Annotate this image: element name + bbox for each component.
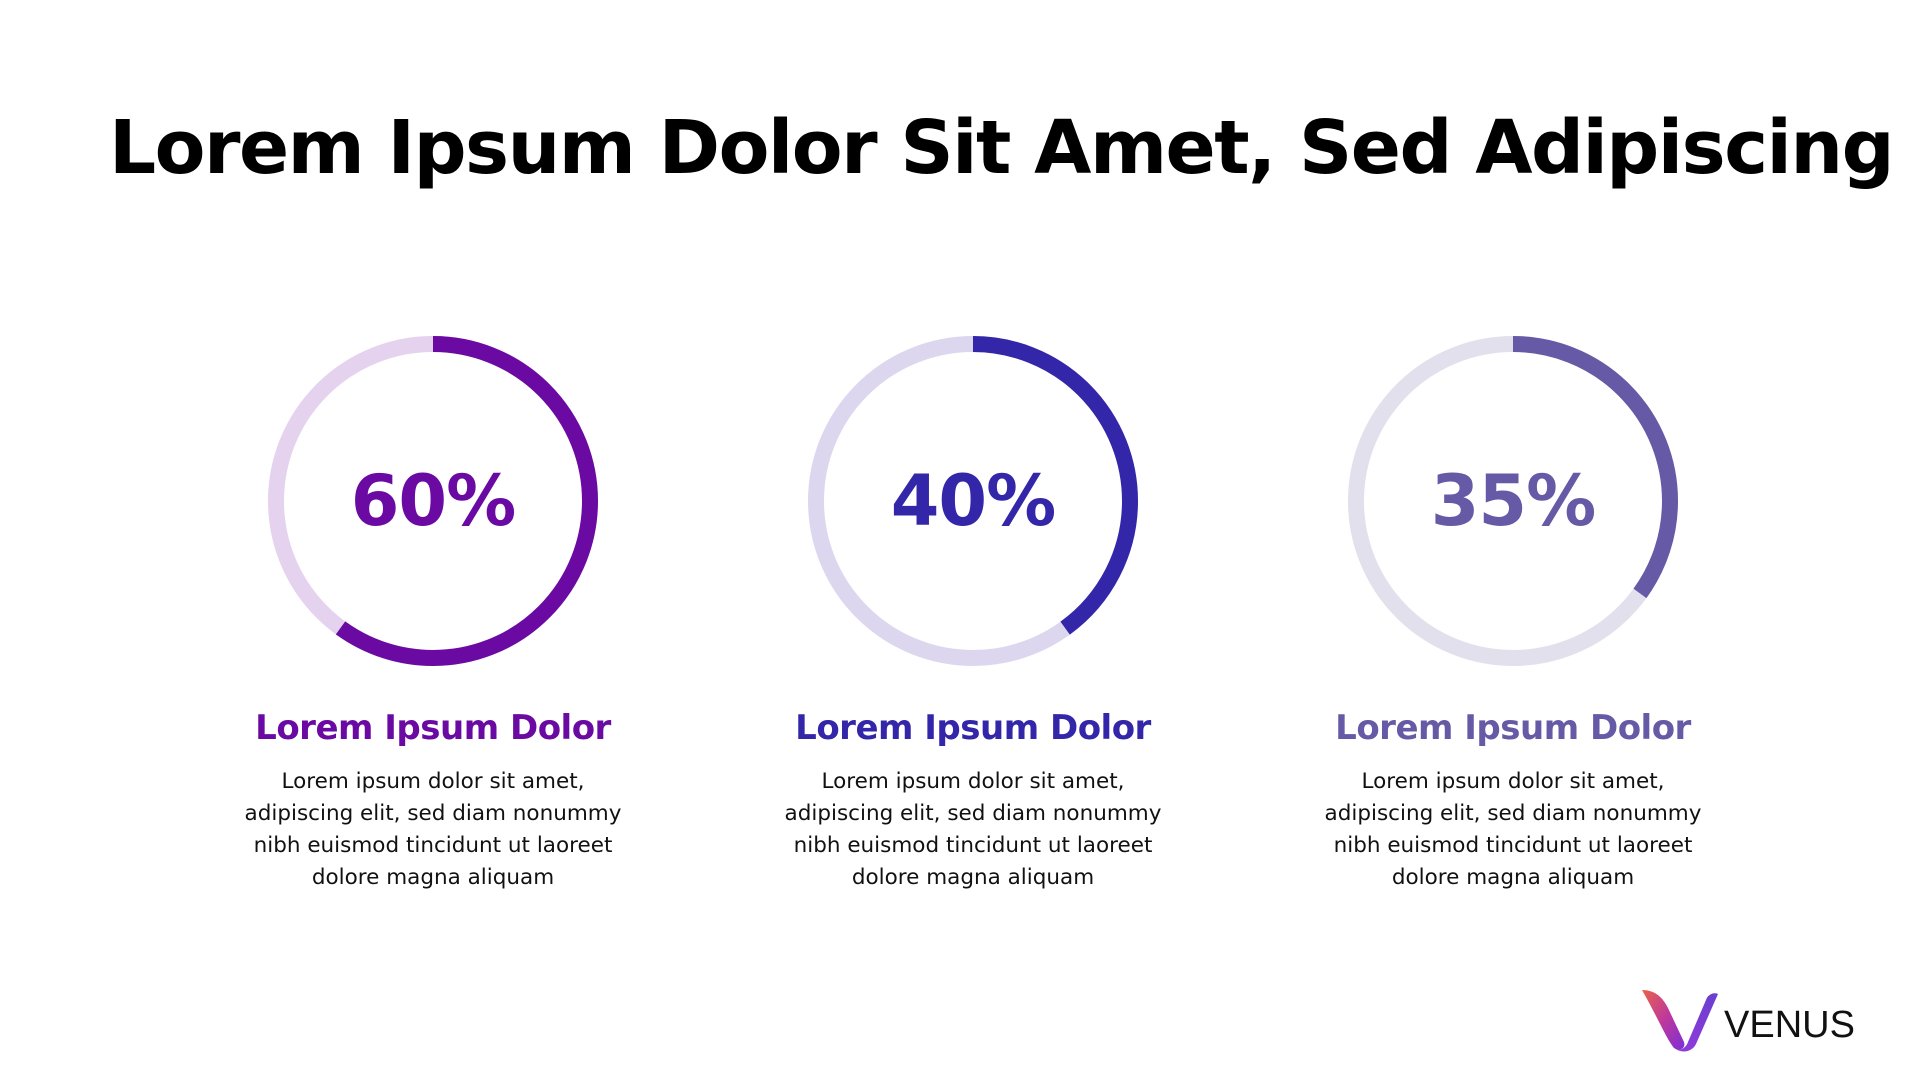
stat-description: Lorem ipsum dolor sit amet, adipiscing e… [784, 769, 1162, 890]
progress-ring-arc [808, 336, 1138, 666]
stat-value: 60% [350, 460, 517, 542]
progress-ring-arc [268, 336, 598, 666]
stat-value: 40% [890, 460, 1057, 542]
progress-ring-arc [1348, 336, 1678, 666]
progress-ring-svg [808, 336, 1138, 666]
venus-v-logo-icon [1642, 990, 1718, 1052]
progress-ring: 40% [808, 336, 1138, 666]
venus-logo: VENUS [1640, 982, 1855, 1052]
stat-heading: Lorem Ipsum Dolor [1335, 708, 1691, 748]
slide-title: Lorem Ipsum Dolor Sit Amet, Sed Adipisci… [109, 105, 1895, 191]
stat-heading: Lorem Ipsum Dolor [255, 708, 611, 748]
stat-card-1: 60% Lorem Ipsum Dolor Lorem ipsum dolor … [213, 336, 653, 896]
progress-ring-svg [1348, 336, 1678, 666]
stat-card-2: 40% Lorem Ipsum Dolor Lorem ipsum dolor … [753, 336, 1193, 896]
stat-value: 35% [1430, 460, 1597, 542]
stat-description: Lorem ipsum dolor sit amet, adipiscing e… [244, 769, 622, 890]
logo-text: VENUS [1724, 1004, 1855, 1046]
progress-ring-svg [268, 336, 598, 666]
stat-heading: Lorem Ipsum Dolor [795, 708, 1151, 748]
progress-ring: 60% [268, 336, 598, 666]
progress-ring: 35% [1348, 336, 1678, 666]
stat-description: Lorem ipsum dolor sit amet, adipiscing e… [1324, 769, 1702, 890]
stat-card-3: 35% Lorem Ipsum Dolor Lorem ipsum dolor … [1293, 336, 1733, 896]
